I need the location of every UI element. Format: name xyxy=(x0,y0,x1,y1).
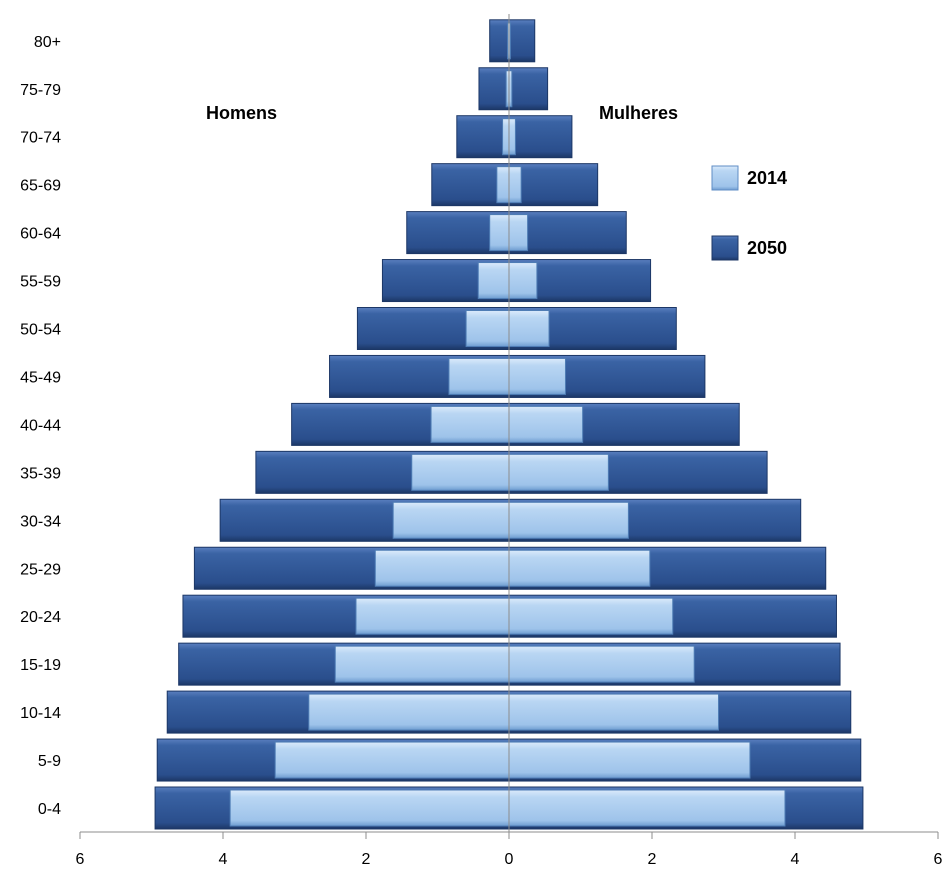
bar-2014-women-70-74 xyxy=(508,118,516,156)
bar-2014-men-55-59 xyxy=(477,262,510,300)
bar-2014-women-60-64 xyxy=(508,214,529,252)
category-label-15-19: 15-19 xyxy=(20,657,61,674)
bar-2014-men-30-34 xyxy=(392,501,510,539)
category-label-30-34: 30-34 xyxy=(20,513,61,530)
x-tick-label: 4 xyxy=(791,851,800,868)
x-tick-label: 2 xyxy=(648,851,657,868)
category-label-20-24: 20-24 xyxy=(20,609,61,626)
legend-entry-2014: 2014 xyxy=(711,165,787,191)
bar-2014-women-5-9 xyxy=(508,741,751,779)
bar-2050-women-80+ xyxy=(508,19,536,63)
bar-2050-women-75-79 xyxy=(508,67,549,111)
bar-2014-women-0-4 xyxy=(508,789,786,827)
category-label-65-69: 65-69 xyxy=(20,178,61,195)
bar-2050-men-80+ xyxy=(489,19,510,63)
category-labels: 0-4 5-9 10-14 15-19 20-24 25-29 30-34 35-39 40-4… xyxy=(20,34,61,818)
category-label-55-59: 55-59 xyxy=(20,274,61,291)
category-label-60-64: 60-64 xyxy=(20,226,61,243)
bar-2014-men-45-49 xyxy=(448,357,510,395)
category-label-45-49: 45-49 xyxy=(20,369,61,386)
bar-2014-women-35-39 xyxy=(508,453,609,491)
x-tick-label: 2 xyxy=(362,851,371,868)
bar-2050-men-65-69 xyxy=(431,163,510,207)
bar-2014-women-45-49 xyxy=(508,357,566,395)
bar-2050-men-75-79 xyxy=(478,67,510,111)
bar-2014-men-65-69 xyxy=(496,166,510,204)
category-label-75-79: 75-79 xyxy=(20,82,61,99)
bar-2014-women-20-24 xyxy=(508,597,674,635)
legend-label-2014: 2014 xyxy=(747,168,787,188)
bar-2014-men-50-54 xyxy=(465,310,510,347)
bar-2014-women-15-19 xyxy=(508,645,695,683)
series-2014-bars xyxy=(229,22,786,827)
bar-2050-men-70-74 xyxy=(456,115,510,159)
bar-2050-women-65-69 xyxy=(508,163,599,207)
category-label-40-44: 40-44 xyxy=(20,417,61,434)
category-label-70-74: 70-74 xyxy=(20,130,61,147)
x-tick-label: 4 xyxy=(219,851,228,868)
x-ticks: 6 4 2 0 2 4 6 xyxy=(76,832,943,868)
bar-2014-men-60-64 xyxy=(489,214,510,252)
bar-2014-men-10-14 xyxy=(308,693,510,731)
legend-swatch-2014 xyxy=(711,165,739,191)
left-side-label: Homens xyxy=(206,103,277,123)
bar-2014-women-65-69 xyxy=(508,166,522,204)
bar-2014-men-0-4 xyxy=(229,789,510,827)
bar-2014-men-35-39 xyxy=(411,453,510,491)
legend-swatch-2050 xyxy=(711,235,739,261)
bar-2014-women-55-59 xyxy=(508,262,538,300)
x-tick-label: 0 xyxy=(505,851,514,868)
bar-2014-men-70-74 xyxy=(502,118,510,156)
bar-2014-women-25-29 xyxy=(508,549,651,587)
x-tick-label: 6 xyxy=(76,851,85,868)
right-side-label: Mulheres xyxy=(599,103,678,123)
category-label-0-4: 0-4 xyxy=(38,801,61,818)
bar-2014-women-30-34 xyxy=(508,501,629,539)
x-tick-label: 6 xyxy=(934,851,943,868)
legend-label-2050: 2050 xyxy=(747,238,787,258)
category-label-25-29: 25-29 xyxy=(20,561,61,578)
category-label-5-9: 5-9 xyxy=(38,753,61,770)
bar-2014-men-40-44 xyxy=(430,405,510,443)
bar-2050-women-60-64 xyxy=(508,211,627,255)
bar-2014-men-20-24 xyxy=(355,597,510,635)
category-label-35-39: 35-39 xyxy=(20,465,61,482)
category-label-50-54: 50-54 xyxy=(20,322,61,339)
bar-2050-women-70-74 xyxy=(508,115,573,159)
category-label-10-14: 10-14 xyxy=(20,705,61,722)
bar-2014-men-25-29 xyxy=(374,549,510,587)
legend: 2014 2050 xyxy=(711,165,787,261)
bar-2014-men-15-19 xyxy=(334,645,510,683)
legend-entry-2050: 2050 xyxy=(711,235,787,261)
bar-2014-men-5-9 xyxy=(274,741,510,779)
bar-2014-women-40-44 xyxy=(508,405,584,443)
category-label-80+: 80+ xyxy=(34,34,61,51)
bar-2014-women-10-14 xyxy=(508,693,719,731)
bar-2014-women-50-54 xyxy=(508,310,550,347)
